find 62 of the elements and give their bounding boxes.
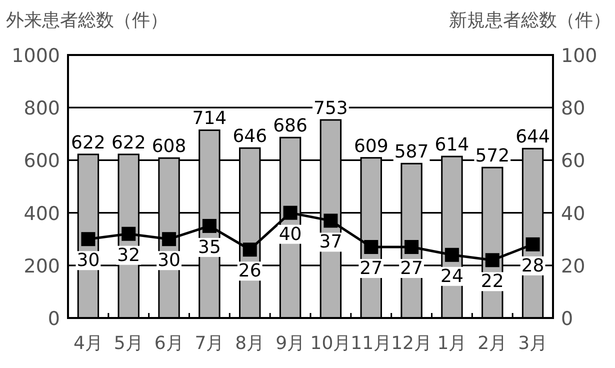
- data-label: 644: [516, 126, 550, 148]
- x-tick-label: 10月: [310, 333, 352, 354]
- data-label: 572: [475, 146, 510, 167]
- y-tick-label: 400: [24, 202, 60, 225]
- y2-tick-label: 0: [561, 308, 574, 330]
- y-axis-title: 外来患者総数（件）: [6, 10, 168, 31]
- y-tick-label: 600: [24, 150, 60, 172]
- data-label: 622: [111, 132, 146, 154]
- y2-axis-title: 新規患者総数（件）: [449, 10, 611, 31]
- point: [283, 206, 298, 220]
- data-label: 714: [192, 108, 227, 130]
- y-tick-label: 800: [24, 98, 60, 120]
- y2-tick-label: 80: [561, 98, 586, 120]
- data-label: 587: [394, 142, 429, 163]
- data-label: 646: [232, 126, 268, 148]
- data-label: 22: [480, 271, 504, 292]
- data-label: 24: [440, 266, 464, 287]
- y2-tick-label: 20: [561, 255, 586, 278]
- point: [364, 240, 378, 254]
- x-tick-label: 2月: [478, 333, 508, 354]
- data-label: 28: [521, 255, 544, 276]
- point: [81, 232, 96, 246]
- x-tick-label: 6月: [154, 333, 184, 354]
- point: [202, 218, 216, 233]
- point: [242, 242, 257, 257]
- x-tick-label: 5月: [114, 333, 144, 354]
- x-tick-label: 9月: [276, 333, 306, 354]
- y2-tick-label: 40: [561, 202, 586, 225]
- point: [162, 232, 176, 246]
- data-label: 27: [360, 258, 383, 279]
- x-tick-label: 8月: [235, 333, 265, 354]
- x-tick-label: 4月: [73, 333, 103, 354]
- point: [485, 253, 500, 268]
- point: [444, 248, 459, 262]
- data-label: 32: [117, 244, 140, 266]
- x-tick-label: 1月: [437, 333, 467, 354]
- x-tick-label: 7月: [194, 333, 224, 354]
- y-tick-label: 0: [48, 308, 60, 330]
- data-label: 30: [76, 250, 100, 272]
- point: [122, 226, 136, 241]
- data-label: 622: [71, 132, 106, 154]
- data-label: 40: [278, 224, 302, 245]
- data-label: 35: [198, 236, 221, 258]
- data-label: 753: [314, 98, 348, 119]
- x-tick-label: 12月: [391, 333, 432, 354]
- data-label: 37: [319, 232, 342, 253]
- data-label: 614: [434, 134, 470, 156]
- data-label: 30: [158, 250, 180, 272]
- data-label: 608: [152, 136, 186, 158]
- data-label: 27: [400, 258, 423, 279]
- y2-tick-label: 100: [561, 45, 598, 67]
- data-label: 609: [354, 136, 388, 157]
- x-tick-label: 3月: [518, 333, 548, 354]
- y2-tick-label: 60: [561, 150, 586, 172]
- x-tick-label: 11月: [350, 333, 392, 354]
- data-label: 686: [273, 116, 308, 137]
- y-tick-label: 1000: [12, 45, 60, 67]
- point: [526, 237, 540, 252]
- point: [404, 240, 419, 254]
- point: [324, 214, 338, 228]
- data-label: 26: [238, 260, 262, 282]
- y-tick-label: 200: [24, 255, 60, 278]
